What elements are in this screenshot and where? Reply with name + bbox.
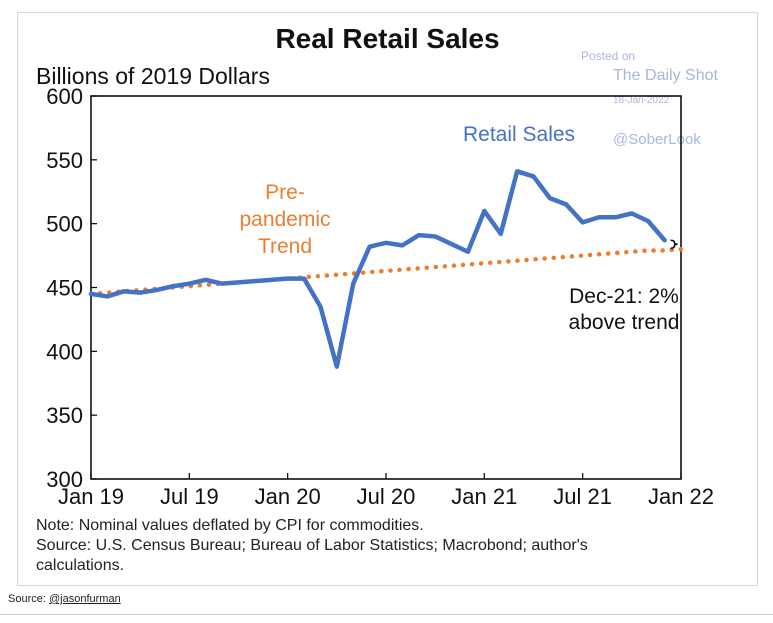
y-tick-label: 550 — [46, 148, 83, 173]
page-source: Source: @jasonfurman — [8, 593, 121, 605]
divider — [0, 614, 773, 615]
note-line: Note: Nominal values deflated by CPI for… — [36, 517, 424, 534]
watermark-posted-on: Posted on — [581, 49, 636, 63]
x-tick-label: Jan 20 — [255, 484, 321, 509]
x-tick-label: Jan 21 — [451, 484, 517, 509]
y-tick-label: 600 — [46, 84, 83, 109]
x-tick-label: Jul 20 — [357, 484, 416, 509]
y-axis-label: Billions of 2019 Dollars — [36, 63, 270, 89]
x-tick-label: Jul 21 — [553, 484, 612, 509]
trend-series-line — [88, 246, 684, 297]
retail-sales-label: Retail Sales — [463, 123, 575, 146]
page-source-label: Source: — [8, 593, 46, 605]
chart-title: Real Retail Sales — [275, 23, 500, 54]
gap-label: above trend — [569, 311, 680, 334]
trend-label: Trend — [258, 235, 312, 258]
source-line-1: Source: U.S. Census Bureau; Bureau of La… — [36, 537, 588, 554]
gap-bracket — [670, 239, 678, 250]
y-tick-label: 300 — [46, 467, 83, 492]
y-tick-label: 400 — [46, 339, 83, 364]
y-tick-label: 350 — [46, 403, 83, 428]
trend-label: Pre- — [265, 181, 305, 204]
watermark-date: 18-Jan-2022 — [613, 95, 670, 106]
trend-label: pandemic — [239, 208, 330, 231]
x-tick-label: Jul 19 — [160, 484, 219, 509]
gap-label: Dec-21: 2% — [569, 285, 679, 308]
x-tick-label: Jan 22 — [648, 484, 714, 509]
watermark-handle: @SoberLook — [613, 131, 701, 148]
y-tick-label: 500 — [46, 212, 83, 237]
line-chart: 300 350 400 450 500 550 600 Jan 19 Jul 19 Jan 20 J… — [46, 84, 714, 509]
page-source-link[interactable]: @jasonfurman — [48, 593, 121, 605]
watermark-site: The Daily Shot — [613, 67, 718, 84]
source-line-2: calculations. — [36, 557, 125, 574]
retail-sales-series-line — [88, 169, 667, 369]
y-tick-label: 450 — [46, 276, 83, 301]
chart-notes: Note: Nominal values deflated by CPI for… — [36, 516, 736, 576]
x-tick-label: Jan 19 — [58, 484, 124, 509]
chart-frame: Real Retail Sales Billions of 2019 Dolla… — [17, 12, 758, 586]
